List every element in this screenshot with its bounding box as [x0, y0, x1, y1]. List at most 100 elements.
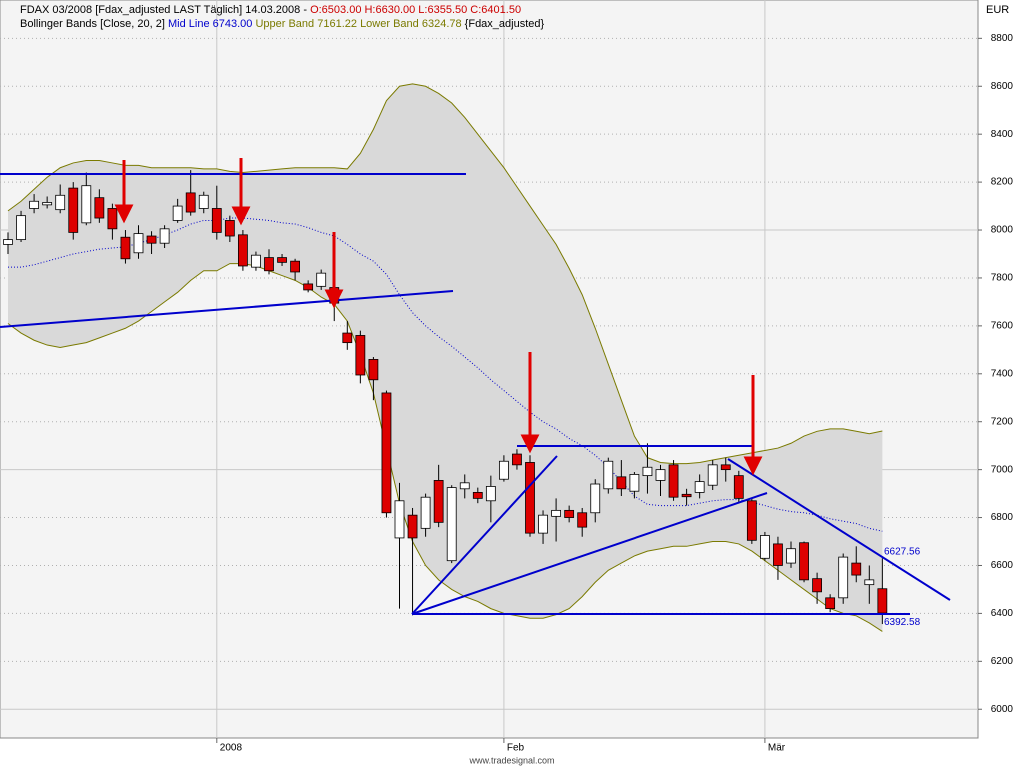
- y-tick-label: 8400: [991, 129, 1014, 140]
- y-tick-label: 7400: [991, 368, 1014, 379]
- candle-body: [564, 509, 575, 518]
- candle-body: [472, 491, 483, 499]
- candle-body: [668, 464, 679, 498]
- candle-body: [655, 469, 666, 481]
- legend-text: 6324.78: [422, 18, 462, 30]
- y-tick-label: 7800: [991, 273, 1014, 284]
- ohlc-label: O:6503.00 H:6630.00 L:6355.50 C:6401.50: [310, 4, 521, 16]
- footer: www.tradesignal.com: [468, 755, 554, 765]
- y-tick-label: 7600: [991, 321, 1014, 332]
- trend-line: [411, 492, 768, 615]
- candle-body: [277, 257, 287, 263]
- candle-body: [694, 481, 705, 493]
- candle-body: [864, 579, 875, 586]
- candle-body: [29, 200, 40, 209]
- candle-body: [368, 359, 379, 381]
- trend-line: [411, 455, 558, 615]
- candle-body: [577, 512, 588, 528]
- candle-body: [224, 220, 235, 237]
- legend-text: Mid Line: [168, 18, 210, 30]
- candle-body: [381, 392, 392, 514]
- candle-body: [720, 464, 731, 471]
- candle-body: [420, 496, 431, 529]
- y-tick-label: 6800: [991, 512, 1014, 523]
- candle-body: [185, 192, 196, 213]
- candle-body: [146, 235, 157, 244]
- y-tick-label: 8600: [991, 81, 1014, 92]
- y-tick-label: 6000: [991, 704, 1014, 715]
- candle-body: [681, 493, 692, 498]
- x-tick-label: Feb: [507, 743, 525, 754]
- arrow-head: [231, 206, 251, 226]
- candle-body: [16, 215, 26, 241]
- candle-body: [590, 483, 601, 514]
- x-tick-label: Mär: [768, 743, 786, 754]
- candle-body: [825, 597, 836, 610]
- candle-body: [498, 460, 509, 480]
- arrow-head: [743, 456, 763, 476]
- legend-text: 6743.00: [213, 18, 253, 30]
- candle-body: [851, 562, 862, 576]
- candle-body: [642, 466, 653, 477]
- candle-body: [159, 228, 170, 244]
- candle-body: [799, 542, 809, 581]
- candle-body: [316, 272, 327, 287]
- legend-text: 7161.22: [317, 18, 357, 30]
- candle-body: [211, 208, 222, 233]
- candle-body: [342, 332, 353, 344]
- indicator-legend: Bollinger Bands [Close, 20, 2] Mid Line …: [20, 18, 545, 30]
- candle-body: [94, 197, 105, 219]
- candle-body: [877, 588, 888, 614]
- legend-text: {Fdax_adjusted}: [465, 18, 545, 30]
- trend-line: [727, 458, 951, 601]
- candle-body: [3, 239, 13, 245]
- candle-body: [251, 254, 261, 268]
- y-tick-label: 7200: [991, 416, 1014, 427]
- candle-body: [55, 194, 66, 211]
- trend-line: [0, 290, 454, 328]
- candle-body: [629, 474, 640, 492]
- candle-body: [355, 335, 366, 376]
- candle-body: [107, 208, 118, 230]
- legend-text: Upper Band: [255, 18, 314, 30]
- chart-title: FDAX 03/2008 [Fdax_adjusted LAST Täglich…: [20, 4, 521, 16]
- trend-drawings: [0, 158, 951, 615]
- candle-body: [512, 453, 522, 466]
- y-tick-label: 6400: [991, 608, 1014, 619]
- price-label: 6392.58: [884, 617, 921, 628]
- candle-body: [264, 257, 274, 272]
- title-text: FDAX 03/2008 [Fdax_adjusted LAST Täglich…: [20, 4, 307, 16]
- candle-body: [237, 234, 248, 267]
- candle-body: [733, 475, 744, 499]
- y-tick-label: 8800: [991, 33, 1014, 44]
- candle-body: [172, 205, 183, 221]
- y-tick-label: 6600: [991, 560, 1014, 571]
- candle-body: [42, 202, 53, 206]
- candle-body: [446, 487, 457, 562]
- candle-body: [812, 578, 822, 593]
- candle-body: [525, 462, 535, 534]
- y-tick-label: 6200: [991, 656, 1014, 667]
- candle-body: [538, 514, 548, 534]
- candle-body: [485, 486, 496, 502]
- y-tick-label: 8000: [991, 225, 1014, 236]
- arrow-head: [520, 434, 540, 454]
- legend-text: Bollinger Bands [Close, 20, 2]: [20, 18, 165, 30]
- labels: FDAX 03/2008 [Fdax_adjusted LAST Täglich…: [20, 4, 1013, 765]
- candle-body: [773, 543, 783, 566]
- candle-body: [616, 476, 627, 490]
- candle-body: [707, 464, 718, 486]
- unit-label: EUR: [986, 4, 1009, 16]
- candle-body: [120, 236, 131, 260]
- candle-body: [786, 548, 796, 564]
- price-label: 6627.56: [884, 547, 921, 558]
- candle-body: [394, 500, 405, 539]
- band-line: [7, 83, 883, 465]
- arrow-head: [324, 289, 344, 309]
- candle-body: [133, 233, 144, 254]
- candle-body: [603, 460, 614, 490]
- candle-body: [68, 187, 79, 233]
- arrow-head: [114, 204, 134, 224]
